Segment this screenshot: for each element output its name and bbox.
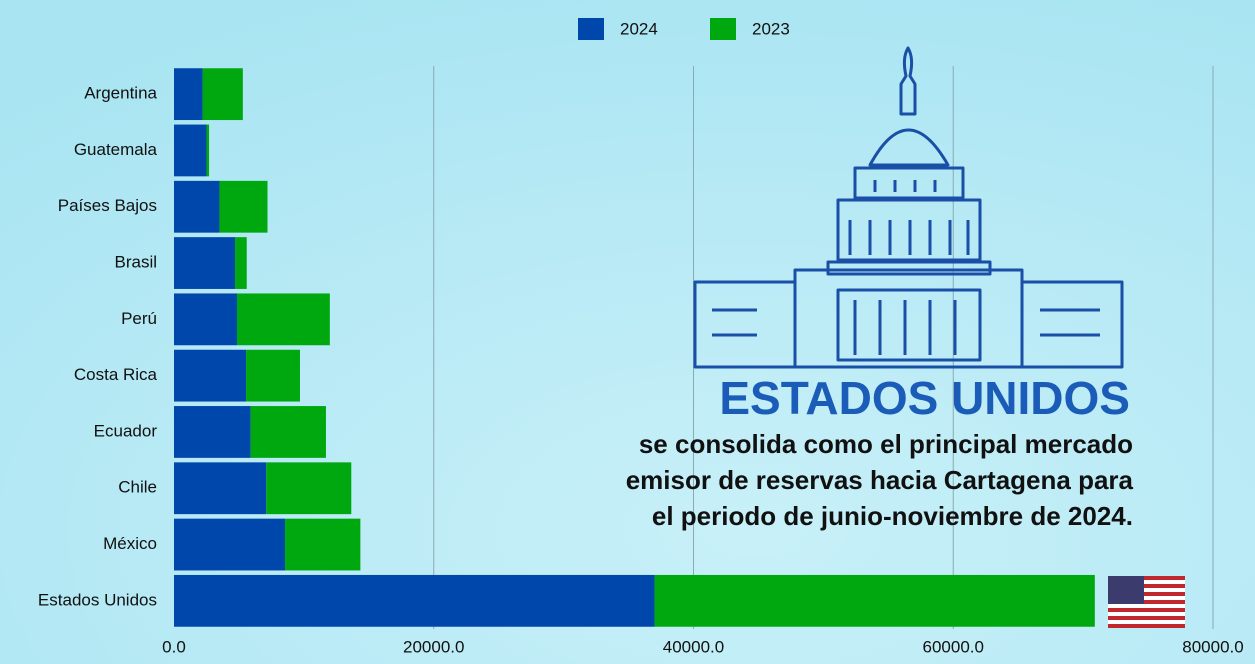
bar bbox=[655, 575, 1095, 627]
x-tick-label: 80000.0 bbox=[1182, 637, 1243, 656]
subtitle-line: emisor de reservas hacia Cartagena para bbox=[626, 465, 1134, 495]
bar bbox=[246, 350, 300, 402]
legend-label: 2023 bbox=[752, 19, 790, 38]
y-tick-label: Ecuador bbox=[94, 421, 158, 440]
x-tick-label: 20000.0 bbox=[403, 637, 464, 656]
subtitle-line: se consolida como el principal mercado bbox=[639, 429, 1133, 459]
legend-swatch bbox=[578, 18, 604, 40]
us-flag bbox=[1108, 576, 1185, 628]
bar bbox=[219, 181, 267, 233]
y-tick-label: Brasil bbox=[114, 253, 157, 272]
y-tick-label: Argentina bbox=[84, 84, 157, 103]
bar bbox=[174, 237, 235, 289]
bar bbox=[174, 181, 219, 233]
x-tick-label: 40000.0 bbox=[663, 637, 724, 656]
bar bbox=[235, 237, 247, 289]
headline: ESTADOS UNIDOS bbox=[719, 372, 1130, 424]
legend-label: 2024 bbox=[620, 19, 658, 38]
bar bbox=[174, 125, 206, 177]
bar bbox=[174, 293, 237, 345]
subtitle-line: el periodo de junio-noviembre de 2024. bbox=[652, 501, 1133, 531]
x-tick-label: 60000.0 bbox=[923, 637, 984, 656]
bar bbox=[174, 406, 251, 458]
bar bbox=[206, 125, 209, 177]
bar bbox=[285, 519, 360, 571]
legend-swatch bbox=[710, 18, 736, 40]
chart: ESTADOS UNIDOS se consolida como el prin… bbox=[0, 0, 1255, 664]
y-tick-label: Perú bbox=[121, 309, 157, 328]
bar bbox=[174, 519, 285, 571]
bar bbox=[203, 68, 243, 120]
bar bbox=[266, 462, 351, 514]
bar bbox=[237, 293, 330, 345]
bar bbox=[174, 68, 203, 120]
x-tick-label: 0.0 bbox=[162, 637, 186, 656]
y-tick-label: Guatemala bbox=[74, 140, 158, 159]
y-tick-label: Chile bbox=[118, 478, 157, 497]
y-tick-label: Costa Rica bbox=[74, 365, 158, 384]
y-tick-label: Países Bajos bbox=[58, 196, 157, 215]
bar bbox=[174, 350, 246, 402]
y-tick-label: México bbox=[103, 534, 157, 553]
bar bbox=[174, 462, 266, 514]
bar bbox=[251, 406, 326, 458]
bar bbox=[174, 575, 655, 627]
y-tick-label: Estados Unidos bbox=[38, 590, 157, 609]
